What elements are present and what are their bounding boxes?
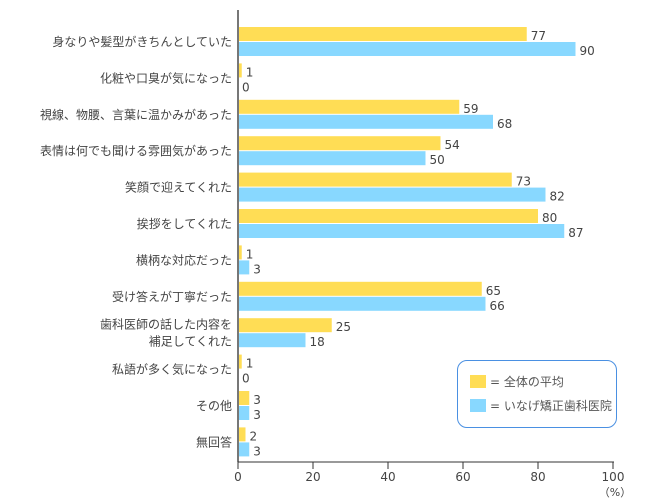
- legend-item-average: = 全体の平均: [470, 371, 616, 391]
- data-label: 82: [550, 190, 565, 204]
- bar: [238, 114, 493, 129]
- legend: = 全体の平均 = いなげ矯正歯科医院: [457, 360, 617, 428]
- bar: [238, 354, 242, 369]
- category-label: 私語が多く気になった: [112, 362, 232, 377]
- legend-item-clinic: = いなげ矯正歯科医院: [470, 395, 616, 415]
- x-tick-label: 40: [380, 470, 395, 484]
- bar: [238, 172, 512, 187]
- legend-swatch-average: [470, 374, 486, 388]
- bar: [238, 209, 538, 223]
- data-label: 73: [516, 175, 531, 189]
- category-label: 笑顔で迎えてくれた: [125, 180, 232, 195]
- bar: [238, 260, 250, 275]
- data-label: 1: [246, 65, 254, 79]
- category-label: 横柄な対応だった: [136, 253, 232, 267]
- bar: [238, 63, 242, 78]
- data-label: 3: [253, 262, 261, 276]
- x-tick-label: 20: [305, 470, 320, 484]
- data-label: 2: [250, 429, 258, 443]
- data-label: 65: [486, 284, 501, 298]
- bar: [238, 333, 306, 348]
- data-label: 87: [568, 226, 583, 240]
- bar: [238, 27, 527, 41]
- category-label: 歯科医師の話した内容を: [100, 317, 232, 332]
- category-label: 化粧や口臭が気になった: [100, 70, 232, 85]
- data-label: 18: [310, 335, 325, 349]
- bar: [238, 245, 242, 260]
- data-label: 90: [580, 44, 595, 58]
- data-label: 0: [242, 372, 250, 386]
- bar: [238, 136, 441, 151]
- bar: [238, 406, 250, 420]
- legend-label: = いなげ矯正歯科医院: [490, 398, 612, 413]
- data-label: 1: [246, 247, 254, 261]
- category-label: 視線、物腰、言葉に温かみがあった: [40, 107, 232, 122]
- data-label: 3: [253, 444, 261, 458]
- data-label: 77: [531, 29, 546, 43]
- data-label: 66: [490, 299, 505, 313]
- legend-label: = 全体の平均: [490, 374, 564, 389]
- data-label: 1: [246, 357, 254, 371]
- category-label: 表情は何でも聞ける雰囲気があった: [40, 143, 232, 158]
- bar: [238, 99, 460, 114]
- category-label: 挨拶をしてくれた: [137, 216, 232, 231]
- data-label: 59: [463, 102, 478, 116]
- data-label: 25: [336, 320, 351, 334]
- x-tick-label: 80: [530, 470, 545, 484]
- bar: [238, 281, 482, 296]
- data-label: 80: [542, 211, 557, 225]
- category-label: 補足してくれた: [149, 335, 232, 349]
- bar: [238, 427, 246, 442]
- data-label: 54: [445, 138, 460, 152]
- x-tick-label: 60: [455, 470, 470, 484]
- x-tick-label: 100: [602, 470, 625, 484]
- data-label: 50: [430, 153, 445, 167]
- x-tick-label: 0: [234, 470, 242, 484]
- bar: [238, 296, 486, 311]
- category-label: 身なりや髪型がきちんとしていた: [52, 34, 232, 49]
- data-label: 0: [242, 80, 250, 94]
- category-label: 無回答: [196, 434, 232, 449]
- category-label: 受け答えが丁寧だった: [112, 289, 232, 304]
- bar: [238, 391, 250, 405]
- x-unit-label: （%）: [599, 486, 631, 499]
- bar: [238, 318, 332, 333]
- bar: [238, 224, 565, 238]
- bar: [238, 151, 426, 166]
- bar: [238, 187, 546, 202]
- data-label: 68: [497, 117, 512, 131]
- legend-swatch-clinic: [470, 398, 486, 412]
- bar: [238, 42, 576, 56]
- data-label: 3: [253, 393, 261, 407]
- data-label: 3: [253, 408, 261, 422]
- category-label: その他: [196, 399, 232, 413]
- bar: [238, 442, 250, 457]
